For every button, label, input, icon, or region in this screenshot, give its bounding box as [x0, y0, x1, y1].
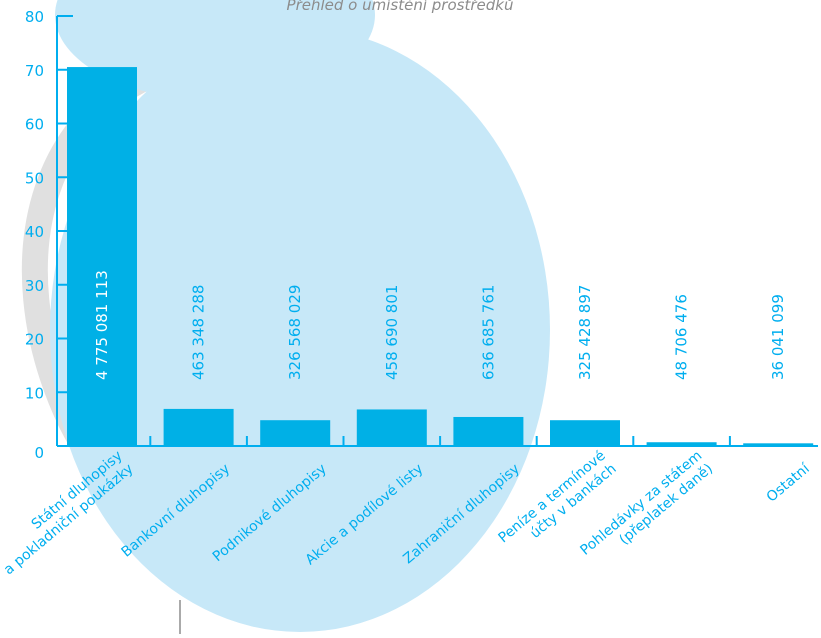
bar: [743, 443, 814, 446]
category-label-line: Ostatní: [764, 460, 814, 506]
bar: [163, 408, 234, 446]
value-label: 636 685 761: [479, 285, 497, 380]
bar: [453, 416, 524, 446]
y-tick-label: 70: [25, 62, 44, 80]
bar: [67, 67, 137, 446]
value-label: 325 428 897: [576, 285, 594, 380]
value-label: 4 775 081 113: [93, 270, 111, 380]
y-tick-label: 10: [25, 384, 44, 402]
bar: [260, 420, 331, 446]
value-label: 326 568 029: [286, 285, 304, 380]
bar: [356, 409, 427, 446]
value-labels: 4 775 081 113 463 348 288 326 568 029 458 6…: [93, 270, 787, 380]
value-label: 48 706 476: [673, 294, 691, 380]
y-tick-label: 60: [25, 116, 44, 134]
y-tick-label: 40: [25, 223, 44, 241]
chart-title: Přehled o umístění prostředků: [287, 0, 514, 14]
bar: [550, 420, 620, 446]
value-label: 458 690 801: [383, 285, 401, 380]
value-label: 36 041 099: [769, 294, 787, 380]
category-label: Ostatní: [764, 460, 814, 506]
y-tick-label: 0: [34, 444, 44, 462]
bars: [67, 67, 814, 446]
y-tick-label: 20: [25, 331, 44, 349]
y-tick-label: 30: [25, 277, 44, 295]
y-tick-label: 50: [25, 169, 44, 187]
value-label: 463 348 288: [190, 285, 208, 380]
y-tick-label: 80: [25, 8, 44, 26]
decorative-circle-large: [50, 28, 550, 632]
bar: [646, 442, 717, 446]
